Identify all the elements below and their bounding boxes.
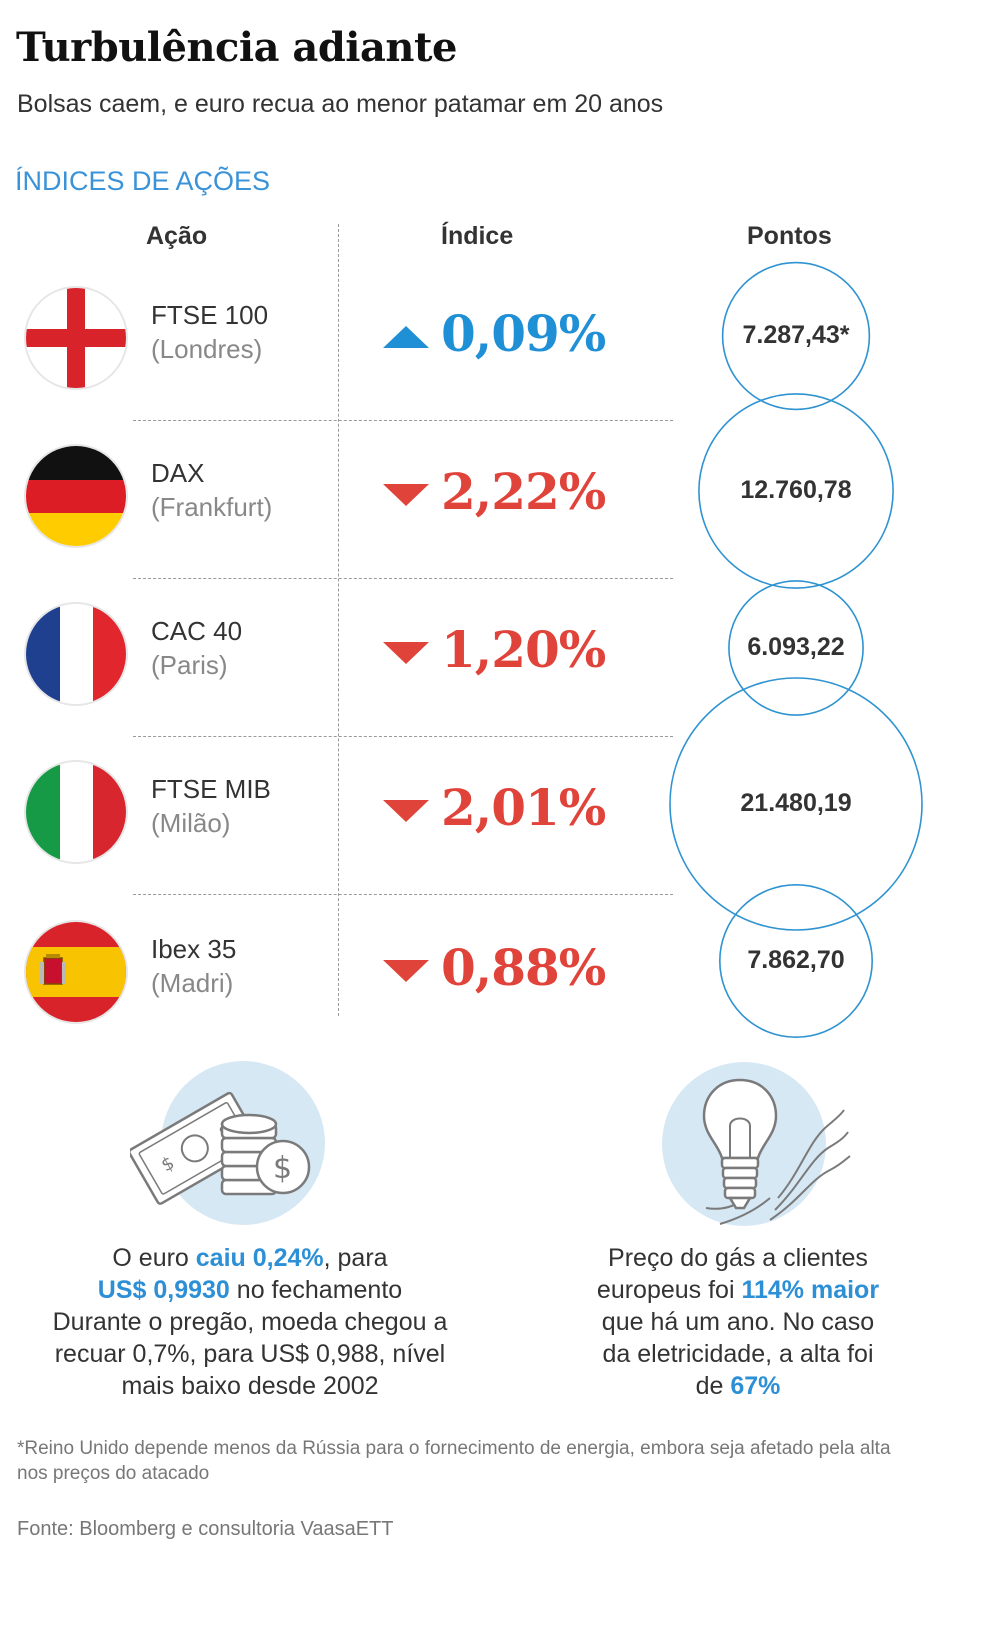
note-text: que há um ano. No caso (601, 1308, 875, 1336)
index-row-ftse100: FTSE 100 (Londres) 0,09% (0, 288, 984, 446)
arrow-down-icon (383, 642, 429, 664)
index-city: (Frankfurt) (151, 492, 273, 522)
index-change: 2,22% (441, 462, 606, 521)
index-city: (Londres) (151, 334, 263, 364)
section-label: ÍNDICES DE AÇÕES (15, 166, 271, 196)
points-value: 21.480,19 (740, 789, 852, 817)
index-name: FTSE MIB (151, 774, 271, 804)
index-name: Ibex 35 (151, 934, 237, 964)
note-text: mais baixo desde 2002 (121, 1372, 379, 1400)
column-divider (338, 224, 339, 1016)
points-value: 7.287,43* (742, 321, 850, 349)
row-divider (133, 578, 673, 579)
index-name: FTSE 100 (151, 300, 269, 330)
note-text: no fechamento (229, 1276, 403, 1304)
arrow-down-icon (383, 484, 429, 506)
index-change: 0,88% (441, 938, 606, 997)
source-credit: Fonte: Bloomberg e consultoria VaasaETT (17, 1518, 394, 1540)
index-change: 1,20% (441, 620, 606, 679)
euro-note: O euro caiu 0,24%, para US$ 0,9930 no fe… (30, 1242, 470, 1402)
index-row-cac40: CAC 40 (Paris) 1,20% (0, 604, 984, 762)
arrow-up-icon (383, 326, 429, 348)
note-highlight: 114% maior (741, 1276, 880, 1304)
note-text: O euro (112, 1244, 196, 1272)
column-header-indice: Índice (441, 222, 514, 250)
gas-note: Preço do gás a clientes europeus foi 114… (548, 1242, 928, 1402)
svg-text:$: $ (273, 1151, 292, 1186)
index-change: 2,01% (441, 778, 606, 837)
page-subtitle: Bolsas caem, e euro recua ao menor patam… (17, 90, 664, 118)
note-text: Durante o pregão, moeda chegou a (52, 1308, 448, 1336)
row-divider (133, 894, 673, 895)
note-text: da eletricidade, a alta foi (602, 1340, 874, 1368)
france-flag-icon (26, 604, 126, 704)
page-title: Turbulência adiante (16, 24, 457, 71)
column-header-pontos: Pontos (747, 222, 832, 250)
index-name: DAX (151, 458, 205, 488)
note-text: , para (323, 1244, 388, 1272)
note-text: recuar 0,7%, para US$ 0,988, nível (54, 1340, 446, 1368)
lightbulb-icon (660, 1060, 860, 1240)
spain-flag-icon (26, 922, 126, 1022)
index-city: (Milão) (151, 808, 231, 838)
row-divider (133, 420, 673, 421)
note-highlight: caiu 0,24% (195, 1244, 324, 1272)
points-value: 7.862,70 (747, 946, 845, 974)
index-change: 0,09% (441, 304, 606, 363)
column-header-acao: Ação (146, 222, 208, 250)
note-highlight: 67% (730, 1372, 781, 1400)
index-row-ftsemib: FTSE MIB (Milão) 2,01% (0, 762, 984, 920)
arrow-down-icon (383, 960, 429, 982)
footnote: *Reino Unido depende menos da Rússia par… (17, 1438, 891, 1484)
italy-flag-icon (26, 762, 126, 862)
arrow-down-icon (383, 800, 429, 822)
points-value: 6.093,22 (747, 633, 845, 661)
germany-flag-icon (26, 446, 126, 546)
row-divider (133, 736, 673, 737)
index-name: CAC 40 (151, 616, 243, 646)
index-city: (Madri) (151, 968, 234, 998)
note-text: de (695, 1372, 731, 1400)
note-text: europeus foi (596, 1276, 742, 1304)
note-highlight: US$ 0,9930 (97, 1276, 230, 1304)
note-text: Preço do gás a clientes (608, 1244, 868, 1272)
england-flag-icon (26, 288, 126, 388)
money-coins-icon: $ $ $ (128, 1060, 330, 1235)
index-row-dax: DAX (Frankfurt) 2,22% (0, 446, 984, 604)
index-city: (Paris) (151, 650, 228, 680)
points-value: 12.760,78 (740, 476, 852, 504)
index-row-ibex35: Ibex 35 (Madri) 0,88% (0, 922, 984, 1080)
